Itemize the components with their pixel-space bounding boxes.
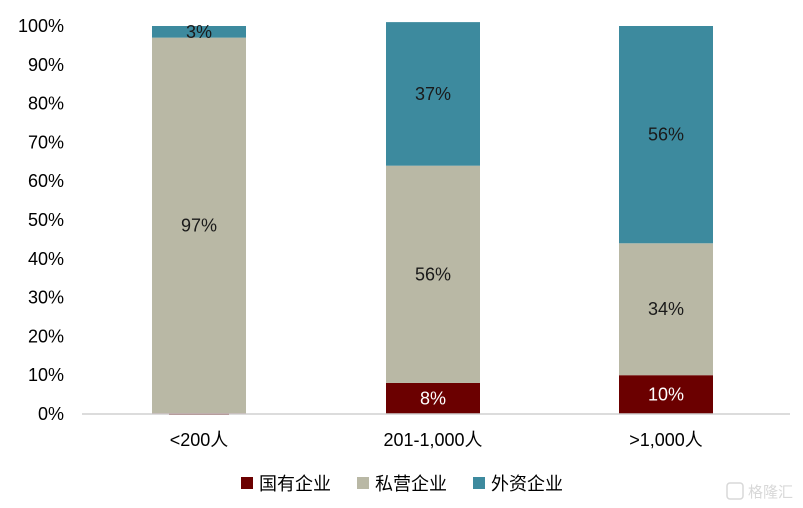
legend-label: 外资企业	[491, 474, 563, 494]
data-label: 37%	[415, 84, 451, 104]
legend-label: 私营企业	[375, 474, 447, 494]
y-tick-label: 0%	[38, 404, 64, 424]
x-axis: <200人 201-1,000人 >1,000人	[170, 430, 703, 450]
y-tick-label: 100%	[18, 16, 64, 36]
watermark-logo-icon	[726, 482, 744, 500]
y-tick-label: 50%	[28, 210, 64, 230]
legend-label: 国有企业	[259, 474, 331, 494]
y-tick-label: 20%	[28, 326, 64, 346]
legend: 国有企业 私营企业 外资企业	[241, 474, 563, 494]
y-tick-label: 10%	[28, 365, 64, 385]
data-label: 56%	[415, 264, 451, 284]
y-tick-label: 90%	[28, 55, 64, 75]
legend-swatch	[241, 477, 253, 489]
bar-segment	[152, 26, 246, 38]
x-tick-label: >1,000人	[629, 430, 703, 450]
legend-swatch	[473, 477, 485, 489]
data-label: 56%	[648, 125, 684, 145]
y-tick-label: 70%	[28, 132, 64, 152]
y-tick-label: 60%	[28, 171, 64, 191]
bar-segment	[152, 37, 246, 414]
bar-segment	[619, 243, 713, 376]
data-label: 10%	[648, 385, 684, 405]
data-label: 3%	[186, 22, 212, 42]
bar-segment	[619, 375, 713, 414]
bar-segment	[386, 165, 480, 383]
data-label: 34%	[648, 299, 684, 319]
y-tick-label: 40%	[28, 249, 64, 269]
x-tick-label: <200人	[170, 430, 229, 450]
bar-segment	[386, 22, 480, 166]
watermark-text: 格隆汇	[748, 484, 793, 501]
watermark: 格隆汇	[726, 482, 793, 501]
y-tick-label: 80%	[28, 94, 64, 114]
x-tick-label: 201-1,000人	[383, 430, 482, 450]
y-tick-label: 30%	[28, 288, 64, 308]
legend-swatch	[357, 477, 369, 489]
bars: 0.2%97%3%8%56%37%10%34%56%	[152, 22, 713, 415]
data-label: 97%	[181, 215, 217, 235]
bar-segment	[619, 26, 713, 244]
bar-segment	[386, 382, 480, 414]
y-axis: 0% 10% 20% 30% 40% 50% 60% 70% 80% 90% 100%	[18, 16, 64, 424]
data-label: 8%	[420, 388, 446, 408]
